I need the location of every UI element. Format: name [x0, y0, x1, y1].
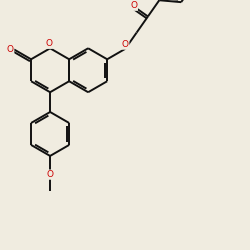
- Text: O: O: [122, 40, 129, 49]
- Text: O: O: [130, 1, 138, 10]
- Text: O: O: [45, 39, 52, 48]
- Text: O: O: [46, 170, 54, 179]
- Text: O: O: [7, 45, 14, 54]
